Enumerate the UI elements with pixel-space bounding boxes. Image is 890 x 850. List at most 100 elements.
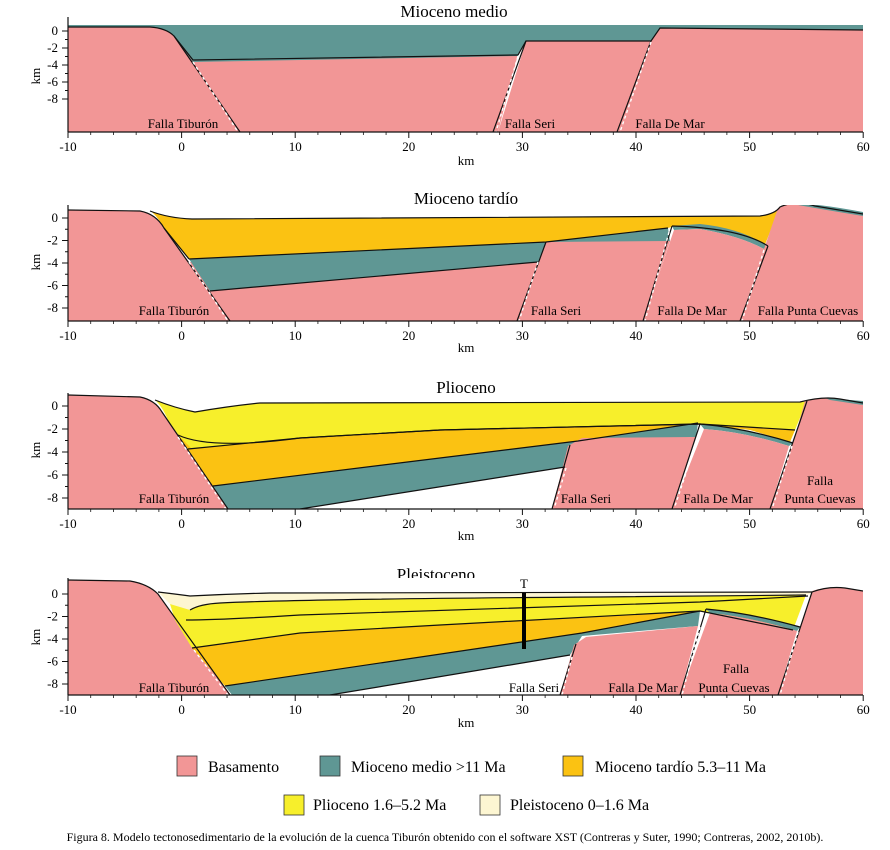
legend-swatch xyxy=(176,755,198,777)
x-tick-label: 10 xyxy=(289,139,302,154)
fault-label-puntacuevas-2: Punta Cuevas xyxy=(784,491,855,506)
x-tick-label: -10 xyxy=(59,139,76,154)
basement-block-demar xyxy=(620,28,863,132)
basement-block-puntacuevas xyxy=(770,397,863,509)
y-tick-label: -4 xyxy=(47,255,58,270)
y-tick-label: -6 xyxy=(47,654,58,669)
legend: Basamento Mioceno medio >11 Ma Mioceno t… xyxy=(176,755,766,816)
y-tick-label: 0 xyxy=(52,398,59,413)
y-tick-label: -4 xyxy=(47,444,58,459)
basement-block-demar xyxy=(680,613,797,695)
fault-label-tiburon: Falla Tiburón xyxy=(139,680,210,695)
panel-plioceno: Plioceno xyxy=(28,378,870,543)
well-label: T xyxy=(520,576,528,591)
pliocene-layer xyxy=(170,595,806,648)
basement-block-west xyxy=(68,27,518,132)
fault-label-tiburon: Falla Tiburón xyxy=(148,116,219,131)
x-tick-label: 30 xyxy=(516,328,529,343)
x-tick-label: 0 xyxy=(178,328,185,343)
x-tick-label: 60 xyxy=(857,328,870,343)
basement-block-seri xyxy=(552,437,696,509)
basement-block-seri xyxy=(498,41,651,132)
x-tick-label: 60 xyxy=(857,702,870,717)
basement-block-west xyxy=(68,395,228,509)
mid-miocene-layer xyxy=(189,228,670,291)
y-axis-label: km xyxy=(28,442,43,459)
fault-label-puntacuevas-1: Falla xyxy=(723,661,749,676)
fault-label-demar: Falla De Mar xyxy=(683,491,753,506)
fault-label-puntacuevas-2: Punta Cuevas xyxy=(698,680,769,695)
panel-mioceno-tardio: Mioceno tardío xyxy=(28,189,870,355)
mid-miocene-layer xyxy=(68,25,863,62)
basement-block-demar xyxy=(643,229,764,321)
fault-label-seri: Falla Seri xyxy=(531,303,582,318)
x-axis-label: km xyxy=(458,715,475,730)
fault-label-demar: Falla De Mar xyxy=(635,116,705,131)
x-tick-label: -10 xyxy=(59,702,76,717)
x-tick-label: 40 xyxy=(630,328,643,343)
y-tick-label: 0 xyxy=(52,586,59,601)
x-tick-label: 0 xyxy=(178,516,185,531)
panel-title: Plioceno xyxy=(436,378,496,397)
mid-miocene-layer xyxy=(225,611,700,695)
x-tick-label: 50 xyxy=(743,702,756,717)
y-tick-label: -6 xyxy=(47,467,58,482)
y-tick-label: 0 xyxy=(52,210,59,225)
legend-item-basement: Basamento xyxy=(176,755,279,777)
fault-label-seri: Falla Seri xyxy=(505,116,556,131)
panel-title: Mioceno tardío xyxy=(414,189,518,208)
fault-label-puntacuevas: Falla Punta Cuevas xyxy=(758,303,858,318)
x-axis-label: km xyxy=(458,340,475,355)
fault-label-demar: Falla De Mar xyxy=(657,303,727,318)
mid-miocene-cap-east xyxy=(798,205,863,216)
cross-section xyxy=(68,22,863,132)
y-tick-label: -2 xyxy=(47,421,58,436)
x-axis-label: km xyxy=(458,153,475,168)
legend-item-pleistocene: Pleistoceno 0–1.6 Ma xyxy=(479,794,649,816)
fault-label-tiburon: Falla Tiburón xyxy=(139,303,210,318)
late-miocene-layer xyxy=(192,611,793,686)
x-axis-label: km xyxy=(458,528,475,543)
basement-block-puntacuevas xyxy=(740,205,863,321)
x-tick-label: 20 xyxy=(402,139,415,154)
x-tick-label: 20 xyxy=(402,328,415,343)
y-axis-label: km xyxy=(28,68,43,85)
x-tick-label: 40 xyxy=(630,139,643,154)
mid-miocene-wedge xyxy=(706,609,800,631)
x-tick-label: 0 xyxy=(178,702,185,717)
mid-miocene-cap-east xyxy=(825,398,863,405)
cross-section xyxy=(68,205,863,321)
basement-block-west xyxy=(68,580,230,695)
x-tick-label: 60 xyxy=(857,139,870,154)
cross-section xyxy=(68,578,863,695)
x-tick-label: 50 xyxy=(743,139,756,154)
basement-block-seri xyxy=(560,626,698,695)
y-tick-label: -4 xyxy=(47,57,58,72)
x-tick-label: 40 xyxy=(630,702,643,717)
panel-title: Mioceno medio xyxy=(400,2,507,21)
x-tick-label: 20 xyxy=(402,702,415,717)
axes: 0 -2 -4 -6 -8 -10 0 10 20 30 40 50 60 xyxy=(47,17,870,154)
legend-label: Mioceno medio >11 Ma xyxy=(351,759,506,776)
basement-block-puntacuevas xyxy=(778,587,863,695)
basement-block-seri xyxy=(517,241,670,321)
y-tick-label: -4 xyxy=(47,631,58,646)
y-tick-label: -2 xyxy=(47,609,58,624)
x-tick-label: 0 xyxy=(178,139,185,154)
legend-item-late-miocene: Mioceno tardío 5.3–11 Ma xyxy=(562,755,766,777)
cross-section xyxy=(68,393,863,509)
legend-label: Pleistoceno 0–1.6 Ma xyxy=(510,797,649,814)
x-tick-label: 50 xyxy=(743,328,756,343)
y-tick-label: -8 xyxy=(47,490,58,505)
fault-label-puntacuevas-1: Falla xyxy=(807,473,833,488)
panel-mioceno-medio: Mioceno medio Falla Tiburón Falla Seri F… xyxy=(28,2,870,168)
legend-swatch xyxy=(283,794,305,816)
x-tick-label: 10 xyxy=(289,328,302,343)
x-tick-label: 30 xyxy=(516,139,529,154)
legend-swatch xyxy=(562,755,584,777)
fault-label-demar: Falla De Mar xyxy=(608,680,678,695)
fault-label-tiburon: Falla Tiburón xyxy=(139,491,210,506)
y-tick-label: -6 xyxy=(47,278,58,293)
legend-label: Mioceno tardío 5.3–11 Ma xyxy=(595,759,766,776)
